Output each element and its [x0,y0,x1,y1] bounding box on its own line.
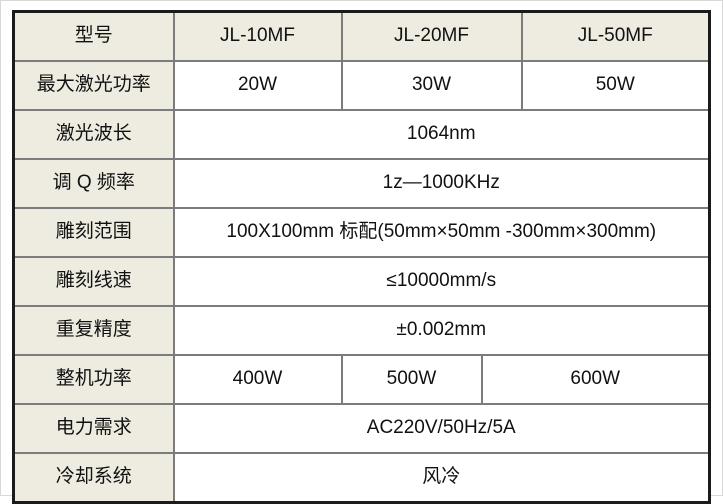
spec-table: 型号 JL-10MF JL-20MF JL-50MF 最大激光功率 20W 30… [12,10,711,504]
marking-area-cell: 100X100mm 标配(50mm×50mm -300mm×300mm) [172,207,711,258]
max-power-cell-1: 20W [172,60,343,111]
model-cell-3: JL-50MF [520,10,711,62]
table-row-marking-area: 雕刻范围 100X100mm 标配(50mm×50mm -300mm×300mm… [12,207,711,258]
repeat-accuracy-cell: ±0.002mm [172,305,711,356]
model-cell-2: JL-20MF [340,10,523,62]
max-power-cell-3: 50W [520,60,711,111]
table-row-wavelength: 激光波长 1064nm [12,109,711,160]
q-frequency-cell: 1z—1000KHz [172,158,711,209]
marking-speed-cell: ≤10000mm/s [172,256,711,307]
row-label-max-power: 最大激光功率 [12,60,175,111]
row-label-repeat-accuracy: 重复精度 [12,305,175,356]
model-cell-1: JL-10MF [172,10,343,62]
table-row-power-requirement: 电力需求 AC220V/50Hz/5A [12,403,711,454]
table-row-q-frequency: 调 Q 频率 1z—1000KHz [12,158,711,209]
power-requirement-cell: AC220V/50Hz/5A [172,403,711,454]
total-power-cell-1: 400W [172,354,343,405]
row-label-marking-area: 雕刻范围 [12,207,175,258]
table-row-model: 型号 JL-10MF JL-20MF JL-50MF [12,10,711,62]
row-label-cooling-system: 冷却系统 [12,452,175,504]
cooling-system-cell: 风冷 [172,452,711,504]
row-label-power-requirement: 电力需求 [12,403,175,454]
total-power-cell-2: 500W [340,354,483,405]
spec-table-wrapper: 型号 JL-10MF JL-20MF JL-50MF 最大激光功率 20W 30… [12,10,711,504]
total-power-cell-3: 600W [480,354,711,405]
row-label-wavelength: 激光波长 [12,109,175,160]
row-label-marking-speed: 雕刻线速 [12,256,175,307]
row-label-q-frequency: 调 Q 频率 [12,158,175,209]
table-row-cooling-system: 冷却系统 风冷 [12,452,711,504]
table-row-repeat-accuracy: 重复精度 ±0.002mm [12,305,711,356]
table-row-total-power: 整机功率 400W 500W 600W [12,354,711,405]
row-label-total-power: 整机功率 [12,354,175,405]
max-power-cell-2: 30W [340,60,523,111]
table-row-max-power: 最大激光功率 20W 30W 50W [12,60,711,111]
row-label-model: 型号 [12,10,175,62]
table-row-marking-speed: 雕刻线速 ≤10000mm/s [12,256,711,307]
wavelength-cell: 1064nm [172,109,711,160]
